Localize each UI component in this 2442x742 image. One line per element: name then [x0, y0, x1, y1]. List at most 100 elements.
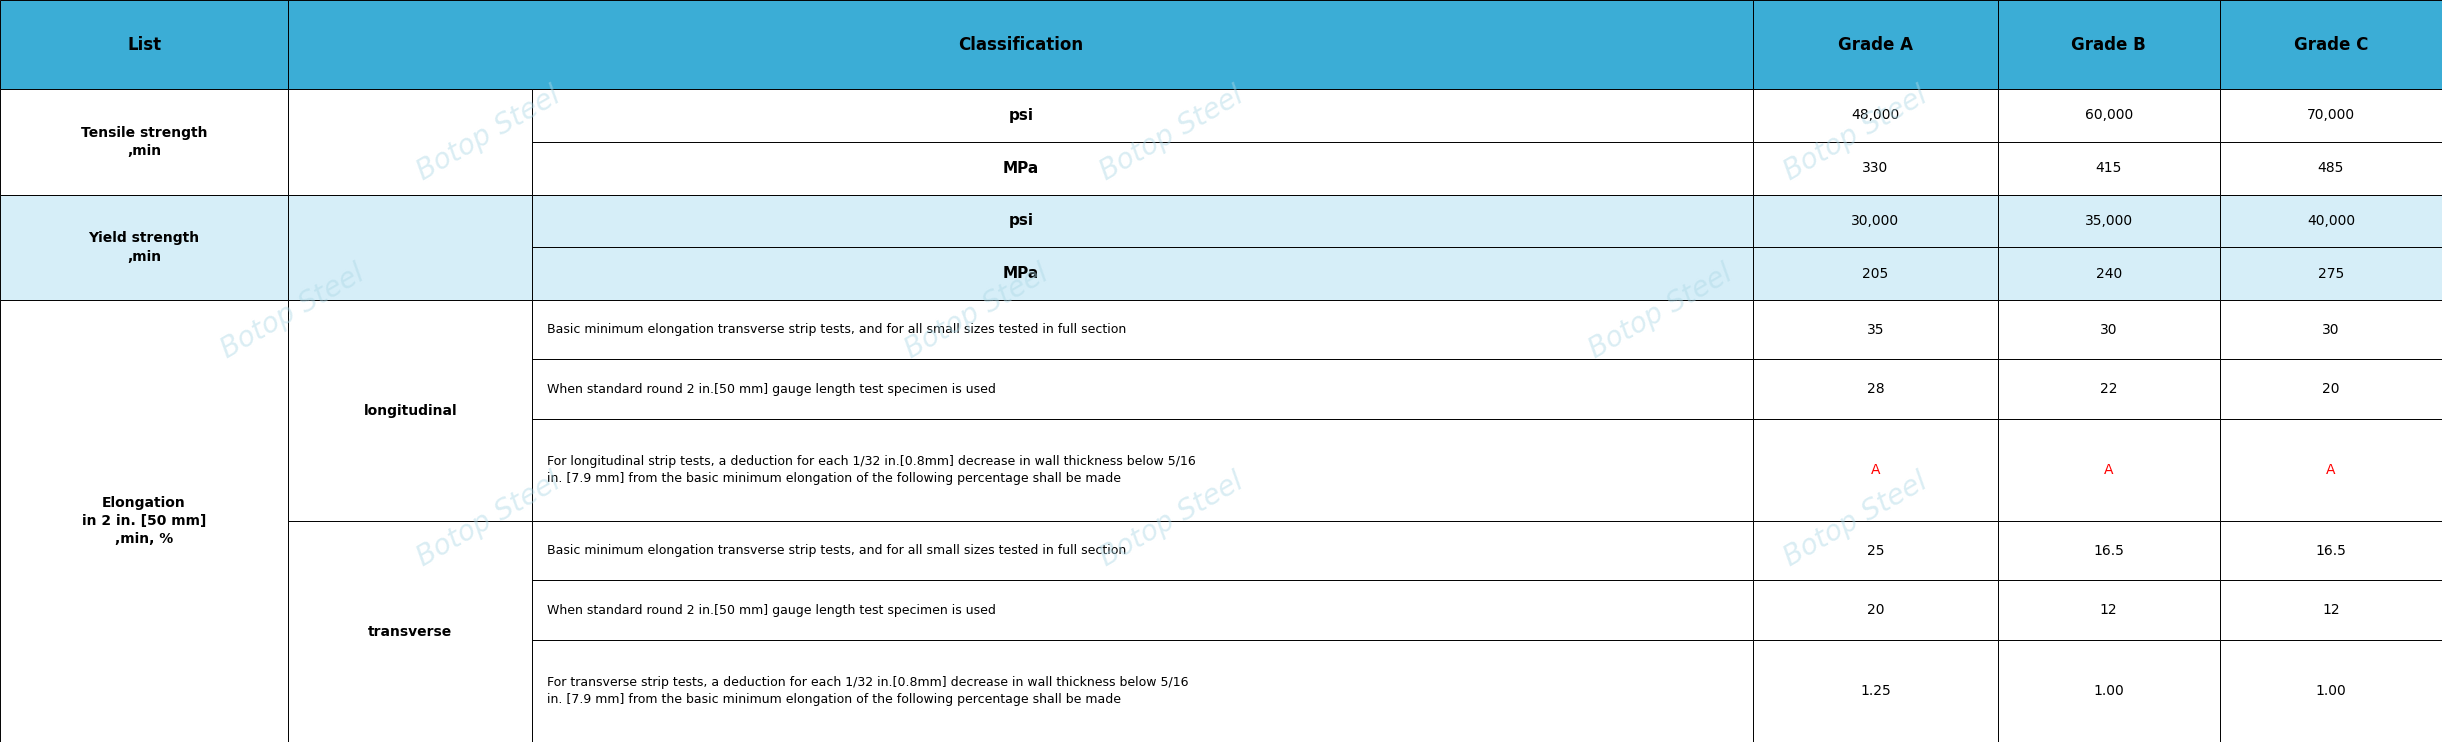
Text: 40,000: 40,000	[2308, 214, 2354, 228]
Bar	[532, 142, 1753, 194]
Text: Grade B: Grade B	[2071, 36, 2147, 53]
Text: 35,000: 35,000	[2085, 214, 2132, 228]
Bar	[288, 247, 532, 300]
Text: 22: 22	[2100, 382, 2117, 396]
Bar	[1753, 194, 1998, 247]
Bar	[288, 359, 532, 418]
Text: 35: 35	[1866, 323, 1885, 337]
Text: Grade A: Grade A	[1839, 36, 1912, 53]
Text: 25: 25	[1866, 544, 1885, 558]
Text: 16.5: 16.5	[2315, 544, 2347, 558]
Text: 1.00: 1.00	[2093, 684, 2125, 698]
Bar	[288, 89, 532, 142]
Text: List: List	[127, 36, 161, 53]
Text: psi: psi	[1009, 108, 1033, 123]
Text: 30: 30	[2322, 323, 2339, 337]
Bar	[532, 359, 1753, 418]
Bar	[532, 300, 1753, 359]
Text: 70,000: 70,000	[2308, 108, 2354, 122]
Text: For longitudinal strip tests, a deduction for each 1/32 in.[0.8mm] decrease in w: For longitudinal strip tests, a deductio…	[547, 455, 1197, 485]
Text: 330: 330	[1863, 161, 1888, 175]
Text: 1.00: 1.00	[2315, 684, 2347, 698]
Text: A: A	[2327, 463, 2335, 477]
Text: Botop Steel: Botop Steel	[1096, 81, 1248, 186]
Bar	[2220, 359, 2442, 418]
Bar	[288, 300, 532, 359]
Text: Tensile strength
,min: Tensile strength ,min	[81, 125, 208, 158]
Bar	[1753, 521, 1998, 580]
Text: 12: 12	[2100, 603, 2117, 617]
Bar	[532, 418, 1753, 521]
Text: 20: 20	[2322, 382, 2339, 396]
Text: Botop Steel: Botop Steel	[413, 467, 564, 572]
Bar	[1753, 359, 1998, 418]
Text: Botop Steel: Botop Steel	[217, 259, 369, 364]
Text: Yield strength
,min: Yield strength ,min	[88, 232, 200, 263]
Bar	[288, 194, 532, 247]
Bar	[1998, 247, 2220, 300]
Text: MPa: MPa	[1004, 266, 1038, 281]
Text: Botop Steel: Botop Steel	[1096, 467, 1248, 572]
Bar	[2220, 89, 2442, 142]
Bar	[1998, 300, 2220, 359]
Text: 28: 28	[1866, 382, 1885, 396]
Bar	[2220, 247, 2442, 300]
Bar	[1998, 359, 2220, 418]
Text: 415: 415	[2095, 161, 2122, 175]
Text: 1.25: 1.25	[1861, 684, 1890, 698]
Text: When standard round 2 in.[50 mm] gauge length test specimen is used: When standard round 2 in.[50 mm] gauge l…	[547, 603, 996, 617]
Bar	[2220, 0, 2442, 89]
Text: 275: 275	[2317, 266, 2344, 280]
Text: longitudinal: longitudinal	[364, 404, 457, 418]
Bar	[1753, 0, 1998, 89]
Text: 240: 240	[2095, 266, 2122, 280]
Bar	[288, 640, 532, 742]
Bar	[532, 640, 1753, 742]
Text: Elongation
in 2 in. [50 mm]
,min, %: Elongation in 2 in. [50 mm] ,min, %	[83, 496, 205, 546]
Bar	[288, 89, 532, 194]
Text: 30,000: 30,000	[1851, 214, 1900, 228]
Bar	[2220, 418, 2442, 521]
Text: Botop Steel: Botop Steel	[1780, 467, 1932, 572]
Text: 30: 30	[2100, 323, 2117, 337]
Bar	[1998, 89, 2220, 142]
Text: Basic minimum elongation transverse strip tests, and for all small sizes tested : Basic minimum elongation transverse stri…	[547, 544, 1126, 557]
Bar	[0, 0, 288, 89]
Text: 205: 205	[1863, 266, 1888, 280]
Bar	[288, 418, 532, 521]
Bar	[532, 247, 1753, 300]
Bar	[1998, 0, 2220, 89]
Bar	[1998, 142, 2220, 194]
Bar	[288, 142, 532, 194]
Bar	[2220, 580, 2442, 640]
Bar	[2220, 521, 2442, 580]
Bar	[532, 580, 1753, 640]
Bar	[532, 194, 1753, 247]
Text: 48,000: 48,000	[1851, 108, 1900, 122]
Bar	[1753, 640, 1998, 742]
Text: 12: 12	[2322, 603, 2339, 617]
Text: A: A	[1871, 463, 1880, 477]
Text: Botop Steel: Botop Steel	[413, 81, 564, 186]
Text: psi: psi	[1009, 214, 1033, 229]
Bar	[288, 194, 532, 300]
Text: 60,000: 60,000	[2085, 108, 2132, 122]
Text: Botop Steel: Botop Steel	[901, 259, 1053, 364]
Bar	[288, 300, 532, 521]
Text: Grade C: Grade C	[2293, 36, 2369, 53]
Bar	[1753, 142, 1998, 194]
Bar	[1753, 247, 1998, 300]
Bar	[288, 521, 532, 580]
Text: 16.5: 16.5	[2093, 544, 2125, 558]
Bar	[1998, 580, 2220, 640]
Text: MPa: MPa	[1004, 161, 1038, 176]
Bar	[288, 580, 532, 640]
Bar	[1753, 300, 1998, 359]
Text: When standard round 2 in.[50 mm] gauge length test specimen is used: When standard round 2 in.[50 mm] gauge l…	[547, 383, 996, 395]
Text: A: A	[2105, 463, 2112, 477]
Bar	[532, 89, 1753, 142]
Bar	[1753, 89, 1998, 142]
Bar	[2220, 194, 2442, 247]
Bar	[2220, 142, 2442, 194]
Bar	[1998, 640, 2220, 742]
